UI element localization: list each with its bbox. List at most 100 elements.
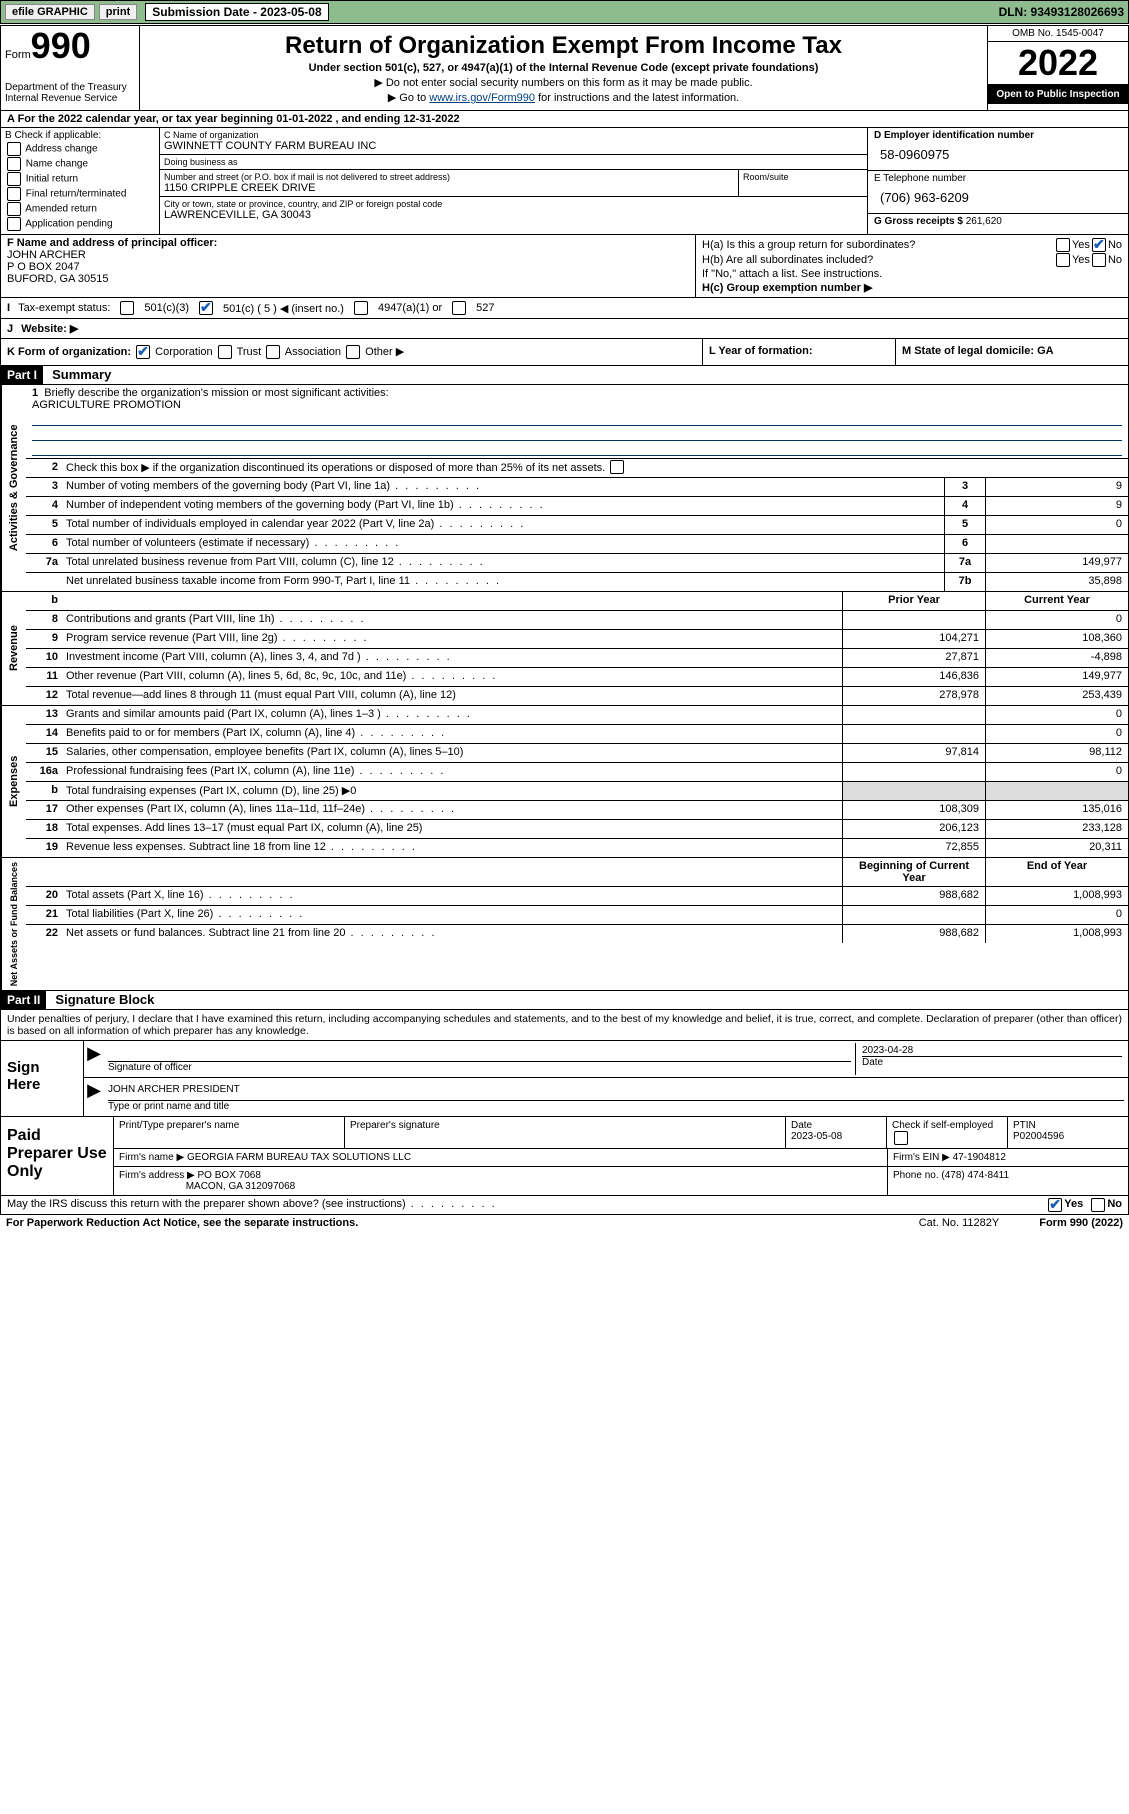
line3-val: 9 bbox=[985, 478, 1128, 496]
line17-desc: Other expenses (Part IX, column (A), lin… bbox=[62, 801, 842, 819]
line8-desc: Contributions and grants (Part VIII, lin… bbox=[62, 611, 842, 629]
line11-desc: Other revenue (Part VIII, column (A), li… bbox=[62, 668, 842, 686]
line12-c: 253,439 bbox=[985, 687, 1128, 705]
row-k-org-form: K Form of organization: Corporation Trus… bbox=[1, 339, 703, 365]
form-word: Form bbox=[5, 49, 31, 61]
print-button[interactable]: print bbox=[99, 4, 137, 20]
line6-val bbox=[985, 535, 1128, 553]
irs-link[interactable]: www.irs.gov/Form990 bbox=[429, 92, 535, 104]
chk-self-employed[interactable] bbox=[894, 1131, 908, 1145]
line4-val: 9 bbox=[985, 497, 1128, 515]
section-bcd: B Check if applicable: Address change Na… bbox=[1, 128, 1128, 235]
officer-name: JOHN ARCHER bbox=[7, 249, 689, 261]
discuss-label: May the IRS discuss this return with the… bbox=[7, 1198, 1046, 1212]
row-j-website: J Website: ▶ bbox=[1, 319, 1128, 339]
line21-desc: Total liabilities (Part X, line 26) bbox=[62, 906, 842, 924]
form-subtitle: Under section 501(c), 527, or 4947(a)(1)… bbox=[148, 62, 979, 74]
addr-label: Number and street (or P.O. box if mail i… bbox=[164, 172, 734, 182]
chk-other[interactable] bbox=[346, 345, 360, 359]
firm-phone-label: Phone no. bbox=[893, 1170, 939, 1181]
part1-title: Summary bbox=[46, 365, 117, 384]
line13-desc: Grants and similar amounts paid (Part IX… bbox=[62, 706, 842, 724]
row-l-year: L Year of formation: bbox=[703, 339, 896, 365]
end-year-hdr: End of Year bbox=[985, 858, 1128, 886]
chk-application-pending[interactable]: Application pending bbox=[5, 217, 155, 231]
ha-no[interactable] bbox=[1092, 238, 1106, 252]
line3-desc: Number of voting members of the governin… bbox=[62, 478, 944, 496]
part2-badge: Part II bbox=[1, 991, 46, 1009]
phone-value: (706) 963-6209 bbox=[874, 184, 1122, 211]
chk-initial-return[interactable]: Initial return bbox=[5, 172, 155, 186]
prep-name-hdr: Print/Type preparer's name bbox=[114, 1117, 345, 1148]
city-label: City or town, state or province, country… bbox=[164, 199, 863, 209]
line16b-desc: Total fundraising expenses (Part IX, col… bbox=[62, 782, 842, 800]
line9-p: 104,271 bbox=[842, 630, 985, 648]
current-year-hdr: Current Year bbox=[985, 592, 1128, 610]
col-f-officer: F Name and address of principal officer:… bbox=[1, 235, 695, 297]
chk-trust[interactable] bbox=[218, 345, 232, 359]
line14-c: 0 bbox=[985, 725, 1128, 743]
goto-pre: ▶ Go to bbox=[388, 92, 429, 104]
ha-yes[interactable] bbox=[1056, 238, 1070, 252]
ha-label: H(a) Is this a group return for subordin… bbox=[702, 239, 1054, 251]
hb-no[interactable] bbox=[1092, 253, 1106, 267]
gross-receipts-value: 261,620 bbox=[966, 216, 1002, 227]
mission-block: 1 Briefly describe the organization's mi… bbox=[26, 385, 1128, 458]
efile-label: efile GRAPHIC bbox=[5, 4, 95, 20]
sign-here-block: Sign Here ▶ Signature of officer 2023-04… bbox=[1, 1040, 1128, 1117]
section-net-assets: Net Assets or Fund Balances Beginning of… bbox=[1, 858, 1128, 991]
chk-discontinued[interactable] bbox=[610, 460, 624, 474]
dept-treasury: Department of the Treasury bbox=[5, 82, 135, 93]
col-d-contact: D Employer identification number 58-0960… bbox=[867, 128, 1128, 234]
chk-4947[interactable] bbox=[354, 301, 368, 315]
org-name-label: C Name of organization bbox=[164, 130, 863, 140]
vtab-net-assets: Net Assets or Fund Balances bbox=[1, 858, 26, 990]
website-label: Website: ▶ bbox=[21, 322, 78, 335]
line19-c: 20,311 bbox=[985, 839, 1128, 857]
vtab-revenue: Revenue bbox=[1, 592, 26, 705]
chk-final-return[interactable]: Final return/terminated bbox=[5, 187, 155, 201]
discuss-yes[interactable] bbox=[1048, 1198, 1062, 1212]
chk-name-change[interactable]: Name change bbox=[5, 157, 155, 171]
org-name: GWINNETT COUNTY FARM BUREAU INC bbox=[164, 140, 863, 152]
line9-desc: Program service revenue (Part VIII, line… bbox=[62, 630, 842, 648]
discuss-row: May the IRS discuss this return with the… bbox=[1, 1196, 1128, 1214]
line5-val: 0 bbox=[985, 516, 1128, 534]
sign-here-label: Sign Here bbox=[1, 1041, 84, 1116]
chk-association[interactable] bbox=[266, 345, 280, 359]
chk-corporation[interactable] bbox=[136, 345, 150, 359]
row-i-tax-status: I Tax-exempt status: 501(c)(3) 501(c) ( … bbox=[1, 298, 1128, 319]
chk-501c3[interactable] bbox=[120, 301, 134, 315]
line19-p: 72,855 bbox=[842, 839, 985, 857]
line8-c: 0 bbox=[985, 611, 1128, 629]
mission-line bbox=[32, 426, 1122, 441]
goto-post: for instructions and the latest informat… bbox=[535, 92, 739, 104]
line18-c: 233,128 bbox=[985, 820, 1128, 838]
dln-number: DLN: 93493128026693 bbox=[999, 5, 1124, 19]
line5-desc: Total number of individuals employed in … bbox=[62, 516, 944, 534]
chk-amended[interactable]: Amended return bbox=[5, 202, 155, 216]
paid-preparer-block: Paid Preparer Use Only Print/Type prepar… bbox=[1, 1117, 1128, 1196]
line22-desc: Net assets or fund balances. Subtract li… bbox=[62, 925, 842, 943]
arrow-icon: ▶ bbox=[84, 1080, 104, 1114]
mission-line bbox=[32, 441, 1122, 456]
mission-text: AGRICULTURE PROMOTION bbox=[32, 399, 181, 411]
col-c-org-info: C Name of organization GWINNETT COUNTY F… bbox=[160, 128, 867, 234]
chk-address-change[interactable]: Address change bbox=[5, 142, 155, 156]
dba-label: Doing business as bbox=[164, 157, 863, 167]
line20-p: 988,682 bbox=[842, 887, 985, 905]
chk-501c[interactable] bbox=[199, 301, 213, 315]
officer-addr2: BUFORD, GA 30515 bbox=[7, 273, 689, 285]
chk-527[interactable] bbox=[452, 301, 466, 315]
ptin-hdr: PTIN bbox=[1013, 1120, 1036, 1131]
paperwork-notice: For Paperwork Reduction Act Notice, see … bbox=[6, 1217, 879, 1229]
line14-desc: Benefits paid to or for members (Part IX… bbox=[62, 725, 842, 743]
line13-c: 0 bbox=[985, 706, 1128, 724]
discuss-no[interactable] bbox=[1091, 1198, 1105, 1212]
line20-desc: Total assets (Part X, line 16) bbox=[62, 887, 842, 905]
line22-c: 1,008,993 bbox=[985, 925, 1128, 943]
header-mid: Return of Organization Exempt From Incom… bbox=[140, 26, 987, 110]
ein-label: D Employer identification number bbox=[874, 130, 1122, 141]
hb-yes[interactable] bbox=[1056, 253, 1070, 267]
firm-ein: 47-1904812 bbox=[953, 1152, 1006, 1163]
